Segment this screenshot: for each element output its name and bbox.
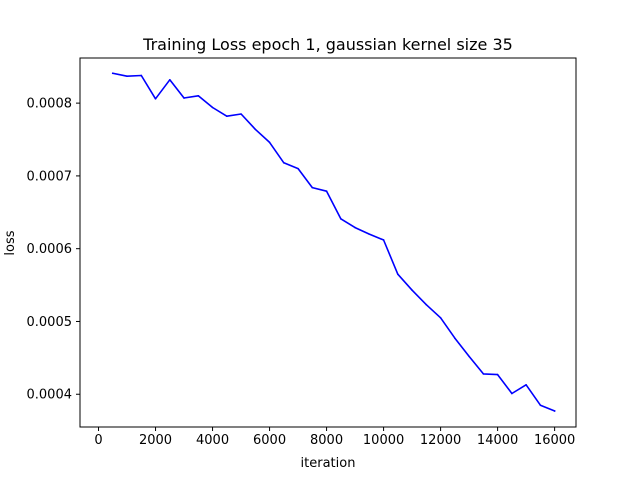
loss-data-point bbox=[397, 273, 399, 275]
loss-data-point bbox=[411, 289, 413, 291]
y-tick-label: 0.0007 bbox=[27, 169, 73, 184]
loss-data-point bbox=[439, 317, 442, 319]
y-tick-label: 0.0004 bbox=[27, 388, 73, 403]
x-tick-label: 12000 bbox=[420, 433, 461, 448]
loss-data-point bbox=[468, 355, 470, 358]
loss-data-point bbox=[496, 373, 499, 376]
loss-data-point bbox=[197, 95, 200, 97]
y-axis-label: loss bbox=[3, 230, 18, 255]
loss-data-point bbox=[268, 141, 271, 144]
loss-data-point bbox=[226, 115, 228, 118]
loss-data-point bbox=[525, 383, 527, 386]
y-axis: 0.0004 0.0005 0.0006 0.0007 0.0008 bbox=[27, 97, 80, 403]
y-tick-label: 0.0008 bbox=[27, 97, 73, 112]
loss-data-point bbox=[254, 128, 257, 131]
loss-data-point bbox=[511, 392, 513, 395]
loss-data-point bbox=[140, 74, 143, 77]
loss-series-line bbox=[111, 72, 556, 413]
loss-data-point bbox=[325, 190, 328, 192]
loss-data-point bbox=[425, 303, 428, 306]
loss-data-point bbox=[354, 226, 356, 229]
loss-data-point bbox=[126, 75, 128, 77]
loss-data-point bbox=[111, 72, 114, 75]
y-tick-label: 0.0005 bbox=[27, 315, 73, 330]
x-tick-label: 10000 bbox=[363, 433, 404, 448]
plot-layer bbox=[111, 72, 556, 413]
loss-data-point bbox=[183, 97, 185, 99]
loss-data-point bbox=[368, 233, 371, 235]
x-axis: 0 2000 4000 6000 8000 10000 12000 14000 16000 bbox=[94, 427, 575, 448]
loss-data-point bbox=[553, 410, 556, 412]
loss-data-point bbox=[482, 373, 485, 375]
x-tick-label: 0 bbox=[94, 433, 102, 448]
loss-data-point bbox=[154, 97, 157, 100]
x-tick-label: 6000 bbox=[253, 433, 286, 448]
loss-data-point bbox=[168, 79, 171, 81]
loss-data-point bbox=[240, 113, 242, 115]
plot-frame bbox=[79, 57, 577, 428]
loss-data-point bbox=[454, 337, 456, 340]
x-tick-label: 2000 bbox=[139, 433, 172, 448]
loss-data-point bbox=[539, 404, 542, 406]
x-tick-label: 14000 bbox=[477, 433, 518, 448]
x-tick-label: 16000 bbox=[534, 433, 575, 448]
loss-data-point bbox=[382, 239, 385, 241]
loss-data-point bbox=[340, 218, 342, 220]
x-axis-label: iteration bbox=[301, 456, 356, 471]
x-tick-label: 4000 bbox=[196, 433, 229, 448]
loss-data-point bbox=[297, 167, 299, 170]
loss-data-point bbox=[211, 106, 214, 109]
x-tick-label: 8000 bbox=[310, 433, 343, 448]
loss-data-point bbox=[311, 186, 314, 189]
loss-data-point bbox=[283, 162, 285, 164]
y-tick-label: 0.0006 bbox=[27, 242, 73, 257]
chart-title: Training Loss epoch 1, gaussian kernel s… bbox=[142, 35, 513, 54]
